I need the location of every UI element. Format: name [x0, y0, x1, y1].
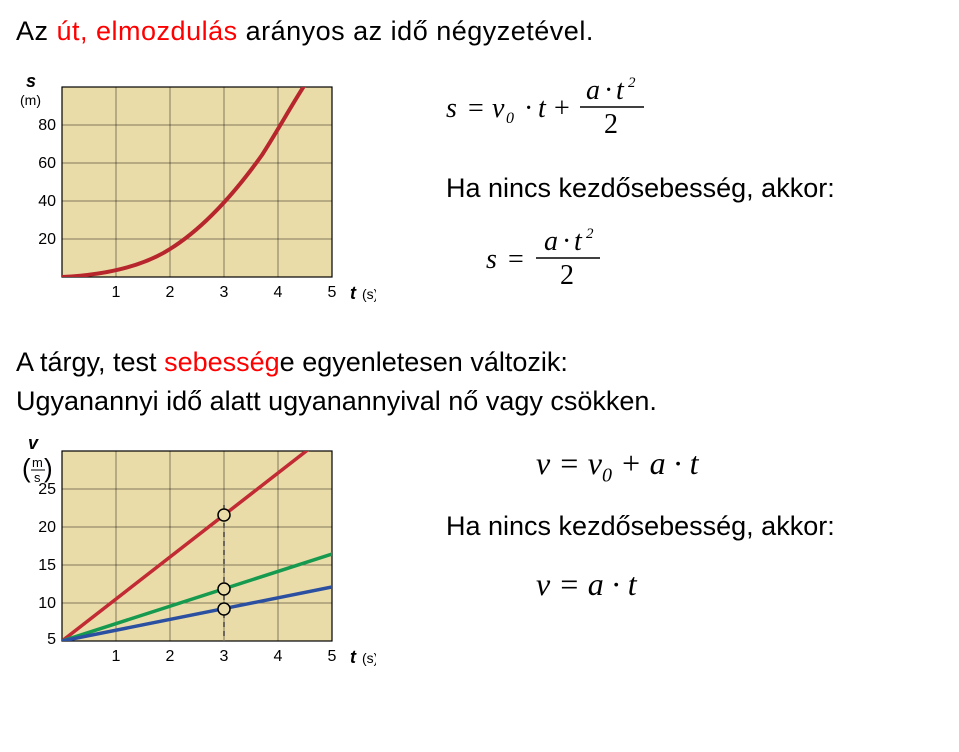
body-line-2: Ugyanannyi idő alatt ugyanannyival nő va…: [16, 386, 943, 417]
svg-text:5: 5: [328, 648, 337, 665]
body-line-1: A tárgy, test sebessége egyenletesen vál…: [16, 347, 943, 378]
svg-text:a: a: [586, 75, 600, 106]
row-1: s (m) 80 60: [16, 67, 943, 323]
row-2: v ( m s ): [16, 431, 943, 687]
svg-text:m: m: [32, 455, 43, 470]
eq-v-full: v = v0 + a · t: [536, 445, 835, 487]
svg-text:t: t: [616, 75, 625, 106]
svg-text:2: 2: [166, 648, 175, 665]
eq-v1-sub: 0: [602, 464, 612, 486]
chart-velocity: v ( m s ): [16, 431, 376, 687]
svg-text:s: s: [486, 244, 497, 275]
svg-text:3: 3: [220, 648, 229, 665]
svg-text:15: 15: [38, 557, 56, 574]
svg-text:s: s: [446, 93, 457, 124]
body1-rest: e egyenletesen változik:: [280, 347, 568, 377]
svg-text:60: 60: [38, 155, 56, 172]
svg-text:·: ·: [524, 93, 533, 124]
body1-highlight: sebesség: [164, 347, 280, 377]
svg-text:2: 2: [628, 75, 636, 91]
svg-text:5: 5: [47, 631, 56, 648]
svg-text:25: 25: [38, 481, 56, 498]
svg-text:t: t: [350, 283, 357, 303]
eq-v1-a: v = v: [536, 445, 602, 481]
svg-text:a: a: [544, 226, 558, 257]
svg-text:t: t: [574, 226, 583, 257]
svg-text:=: =: [508, 244, 524, 275]
title-highlight: út, elmozdulás: [57, 16, 238, 46]
svg-text:4: 4: [274, 284, 283, 301]
svg-text:): ): [44, 453, 53, 483]
svg-text:=: =: [468, 93, 484, 124]
body1-pre: A tárgy, test: [16, 347, 164, 377]
svg-text:20: 20: [38, 519, 56, 536]
row2-right: v = v0 + a · t Ha nincs kezdősebesség, a…: [446, 431, 835, 603]
svg-text:1: 1: [112, 284, 121, 301]
svg-text:+: +: [554, 93, 570, 124]
svg-text:1: 1: [112, 648, 121, 665]
svg-text:·: ·: [604, 75, 613, 106]
svg-text:(: (: [22, 453, 31, 483]
svg-text:3: 3: [220, 284, 229, 301]
svg-text:2: 2: [586, 226, 594, 242]
svg-text:v: v: [492, 93, 505, 124]
svg-text:v: v: [28, 433, 39, 453]
eq-v1-rest: + a · t: [612, 445, 698, 481]
svg-text:2: 2: [166, 284, 175, 301]
formula-s-full: s = v 0 · t + a · t 2 2: [446, 73, 706, 143]
no-v0-text-1: Ha nincs kezdősebesség, akkor:: [446, 173, 835, 204]
svg-text:t: t: [350, 647, 357, 667]
no-v0-text-2: Ha nincs kezdősebesség, akkor:: [446, 511, 835, 542]
svg-text:2: 2: [604, 109, 618, 140]
formula-s-short: s = a · t 2 2: [486, 224, 666, 294]
svg-text:2: 2: [560, 260, 574, 291]
svg-text:s: s: [26, 71, 36, 91]
svg-text:80: 80: [38, 117, 56, 134]
eq-v-short: v = a · t: [536, 566, 835, 603]
svg-text:(s): (s): [362, 286, 376, 302]
svg-text:(s): (s): [362, 650, 376, 666]
svg-text:(m): (m): [20, 92, 41, 108]
title-rest: arányos az idő négyzetével.: [238, 16, 594, 46]
svg-text:0: 0: [506, 110, 514, 127]
title-pre: Az: [16, 16, 57, 46]
svg-text:t: t: [538, 93, 547, 124]
svg-text:4: 4: [274, 648, 283, 665]
svg-text:40: 40: [38, 193, 56, 210]
row1-right: s = v 0 · t + a · t 2 2 Ha nincs kezdőse…: [446, 73, 835, 294]
title-line: Az út, elmozdulás arányos az idő négyzet…: [16, 16, 943, 47]
svg-text:·: ·: [562, 226, 571, 257]
chart-displacement: s (m) 80 60: [16, 67, 376, 323]
svg-text:10: 10: [38, 595, 56, 612]
svg-text:20: 20: [38, 231, 56, 248]
svg-text:5: 5: [328, 284, 337, 301]
